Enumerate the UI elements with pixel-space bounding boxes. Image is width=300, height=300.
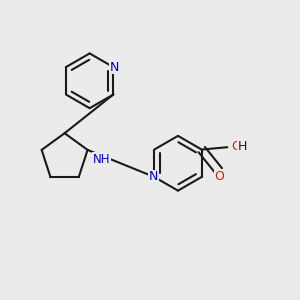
Text: N: N (110, 61, 119, 74)
Text: H: H (238, 140, 247, 153)
Text: N: N (148, 170, 158, 183)
Text: NH: NH (93, 153, 110, 166)
Text: O: O (214, 169, 224, 183)
Text: O: O (231, 140, 241, 153)
